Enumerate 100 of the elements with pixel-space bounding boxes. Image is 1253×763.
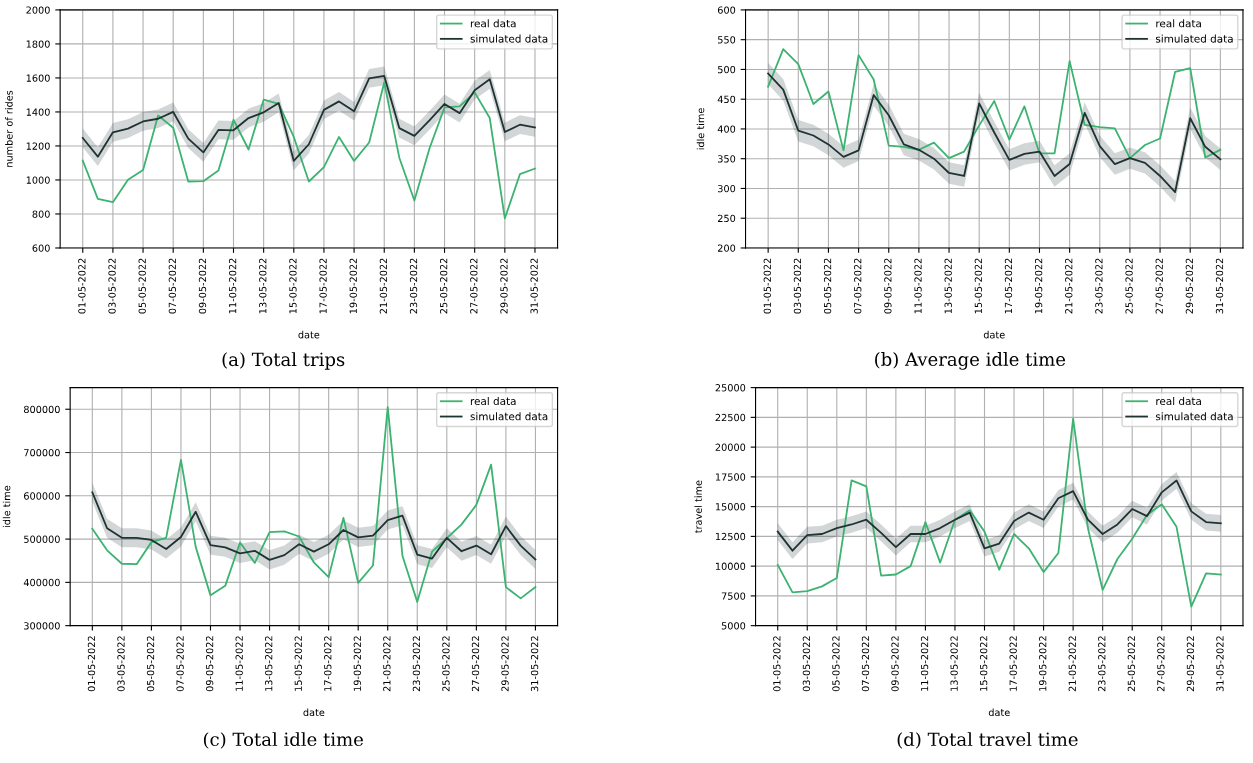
y-tick-label: 800: [32, 210, 50, 218]
x-tick-label: 01-05-2022: [87, 636, 96, 692]
x-tick-label: 09-05-2022: [205, 636, 214, 692]
x-tick-label: 19-05-2022: [353, 636, 362, 691]
y-tick-label: 300000: [24, 622, 60, 630]
legend-label: simulated data: [470, 412, 548, 421]
y-tick-label: 1800: [26, 40, 50, 48]
y-tick-label: 5000: [721, 622, 746, 630]
y-tick-label: 450: [717, 95, 736, 104]
y-axis-title: idle time: [2, 485, 11, 528]
y-tick-label: 250: [717, 214, 736, 223]
x-tick-label: 17-05-2022: [1004, 258, 1013, 314]
x-tick-label: 13-05-2022: [265, 636, 273, 691]
x-tick-label: 17-05-2022: [324, 636, 332, 691]
y-tick-label: 350: [718, 155, 736, 163]
x-tick-label: 13-05-2022: [259, 258, 267, 314]
x-tick-label: 09-05-2022: [198, 258, 207, 314]
x-tick-label: 23-05-2022: [1098, 636, 1106, 692]
x-tick-label: 01-05-2022: [78, 258, 86, 314]
x-tick-label: 23-05-2022: [412, 636, 421, 692]
x-tick-label: 11-05-2022: [228, 258, 237, 314]
x-tick-label: 27-05-2022: [1155, 258, 1163, 314]
x-tick-label: 19-05-2022: [349, 258, 357, 314]
text: (d) Total travel time: [897, 732, 1078, 749]
x-tick-label: 21-05-2022: [379, 258, 388, 314]
x-tick-label: 15-05-2022: [289, 258, 297, 314]
x-tick-label: 13-05-2022: [944, 258, 952, 314]
y-tick-label: 22500: [715, 413, 746, 422]
x-tick-label: 07-05-2022: [854, 258, 862, 314]
x-tick-label: 05-05-2022: [138, 258, 146, 314]
x-tick-label: 25-05-2022: [442, 636, 450, 692]
x-tick-label: 25-05-2022: [440, 258, 448, 314]
x-axis-title: date: [988, 708, 1010, 717]
x-tick-label: 03-05-2022: [802, 636, 811, 692]
y-tick-label: 400000: [23, 578, 60, 587]
x-tick-label: 05-05-2022: [823, 258, 832, 314]
y-tick-label: 7500: [721, 592, 746, 600]
x-tick-label: 25-05-2022: [1125, 258, 1133, 314]
x-tick-label: 27-05-2022: [471, 636, 480, 692]
y-tick-label: 1000: [26, 176, 50, 184]
x-tick-label: 29-05-2022: [501, 636, 509, 692]
x-tick-label: 21-05-2022: [383, 636, 391, 692]
x-tick-label: 03-05-2022: [108, 258, 116, 314]
y-tick-label: 600: [32, 244, 50, 252]
legend-label: simulated data: [470, 34, 548, 43]
y-tick-label: 800000: [23, 405, 60, 414]
y-tick-label: 600000: [24, 492, 60, 500]
legend-label: simulated data: [1155, 412, 1233, 421]
x-tick-label: 09-05-2022: [891, 636, 899, 692]
y-tick-label: 20000: [715, 443, 746, 451]
legend-label: real data: [470, 396, 516, 406]
y-tick-label: 2000: [26, 6, 50, 14]
x-tick-label: 07-05-2022: [861, 636, 870, 692]
y-tick-label: 700000: [24, 449, 60, 457]
x-tick-label: 31-05-2022: [530, 258, 538, 314]
line-series: [81, 74, 536, 162]
x-tick-label: 31-05-2022: [1216, 636, 1224, 692]
y-tick-label: 17500: [715, 473, 746, 481]
y-tick-label: 300: [718, 184, 736, 193]
x-tick-label: 29-05-2022: [1186, 636, 1195, 692]
x-tick-label: 03-05-2022: [117, 636, 125, 692]
x-axis-title: date: [303, 708, 325, 717]
x-tick-label: 17-05-2022: [319, 258, 327, 314]
x-tick-label: 23-05-2022: [1095, 258, 1103, 314]
x-tick-label: 07-05-2022: [168, 258, 177, 314]
y-axis-title: number of rides: [5, 90, 13, 167]
x-tick-label: 01-05-2022: [763, 258, 771, 314]
y-tick-label: 1400: [26, 108, 50, 116]
x-tick-label: 13-05-2022: [950, 636, 958, 691]
legend-label: real data: [1156, 396, 1201, 406]
x-tick-label: 19-05-2022: [1039, 636, 1047, 691]
y-axis-title: idle time: [696, 108, 705, 150]
x-tick-label: 05-05-2022: [832, 636, 840, 692]
x-tick-label: 21-05-2022: [1065, 258, 1073, 314]
x-tick-label: 11-05-2022: [914, 258, 922, 314]
text: (b) Average idle time: [875, 352, 1066, 370]
legend-label: real data: [470, 19, 516, 28]
legend-label: simulated data: [1155, 34, 1233, 43]
y-tick-label: 1200: [26, 142, 50, 150]
y-tick-label: 550: [718, 36, 736, 44]
y-tick-label: 200: [717, 244, 736, 252]
x-tick-label: 01-05-2022: [773, 636, 781, 692]
y-tick-label: 500000: [24, 535, 60, 543]
y-tick-label: 1600: [26, 74, 50, 82]
text: (a) Total trips: [222, 352, 345, 370]
x-tick-label: 27-05-2022: [470, 258, 478, 314]
x-tick-label: 29-05-2022: [500, 258, 508, 314]
y-tick-label: 600: [717, 6, 736, 14]
legend-label: real data: [1156, 19, 1201, 28]
y-tick-label: 500: [718, 65, 736, 74]
line-series: [776, 479, 1222, 552]
y-tick-label: 25000: [715, 384, 746, 392]
y-axis-title: travel time: [694, 480, 702, 533]
line-series: [91, 491, 537, 561]
x-tick-label: 31-05-2022: [530, 636, 539, 692]
y-tick-label: 15000: [715, 503, 746, 511]
x-tick-label: 15-05-2022: [974, 258, 982, 314]
y-tick-label: 12500: [715, 532, 746, 541]
x-tick-label: 25-05-2022: [1127, 636, 1136, 692]
x-tick-label: 11-05-2022: [235, 636, 243, 691]
